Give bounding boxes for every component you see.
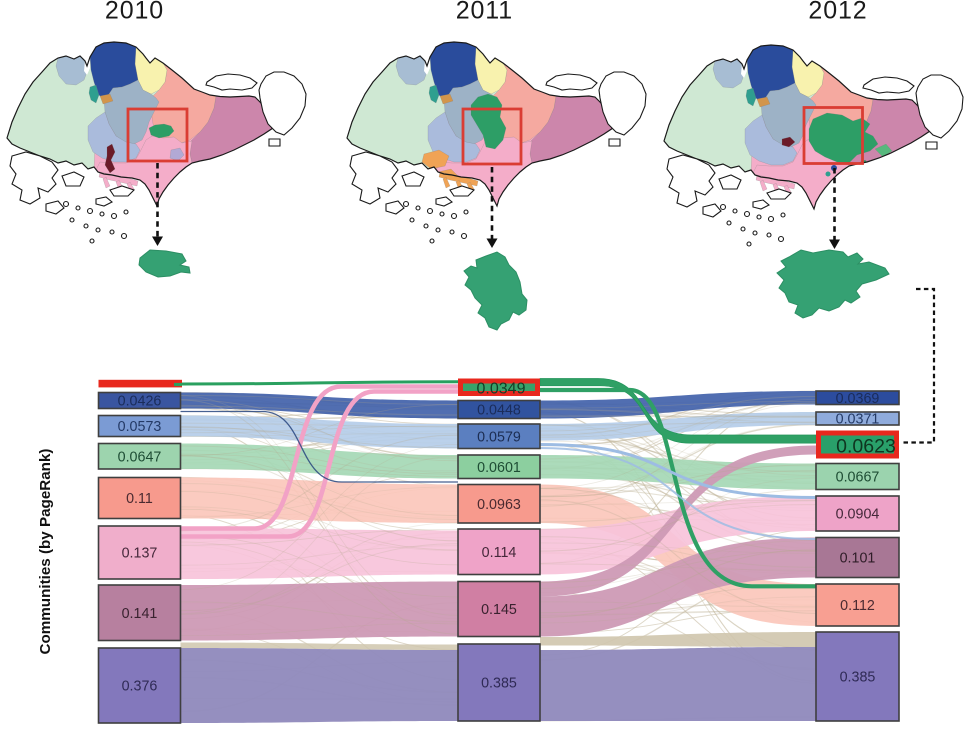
svg-text:0.0667: 0.0667 — [836, 470, 880, 486]
svg-text:0.137: 0.137 — [122, 546, 158, 562]
svg-text:0.0448: 0.0448 — [477, 403, 521, 419]
svg-text:2011: 2011 — [456, 0, 513, 25]
svg-text:0.0573: 0.0573 — [118, 419, 162, 435]
svg-text:0.0369: 0.0369 — [836, 391, 880, 407]
svg-text:0.11: 0.11 — [126, 491, 153, 507]
svg-text:0.0963: 0.0963 — [477, 497, 521, 513]
svg-text:0.114: 0.114 — [482, 545, 517, 561]
svg-text:0.0349: 0.0349 — [477, 381, 526, 398]
svg-text:0.0647: 0.0647 — [118, 449, 162, 465]
svg-text:0.141: 0.141 — [122, 606, 158, 622]
svg-text:0.0623: 0.0623 — [836, 436, 896, 458]
svg-text:0.145: 0.145 — [481, 602, 517, 618]
svg-text:Communities (by PageRank): Communities (by PageRank) — [37, 449, 54, 655]
svg-text:0.0371: 0.0371 — [836, 412, 880, 428]
svg-text:0.385: 0.385 — [481, 676, 517, 692]
svg-text:0.0904: 0.0904 — [836, 507, 880, 523]
svg-text:0.385: 0.385 — [840, 670, 876, 686]
svg-text:0.0426: 0.0426 — [118, 394, 162, 410]
svg-text:0.112: 0.112 — [840, 598, 875, 614]
svg-text:0.376: 0.376 — [122, 679, 158, 695]
svg-text:2010: 2010 — [105, 0, 164, 25]
svg-text:2012: 2012 — [808, 0, 867, 25]
svg-text:0.0601: 0.0601 — [477, 460, 521, 476]
svg-text:0.0579: 0.0579 — [477, 429, 521, 445]
svg-text:0.101: 0.101 — [840, 551, 876, 567]
